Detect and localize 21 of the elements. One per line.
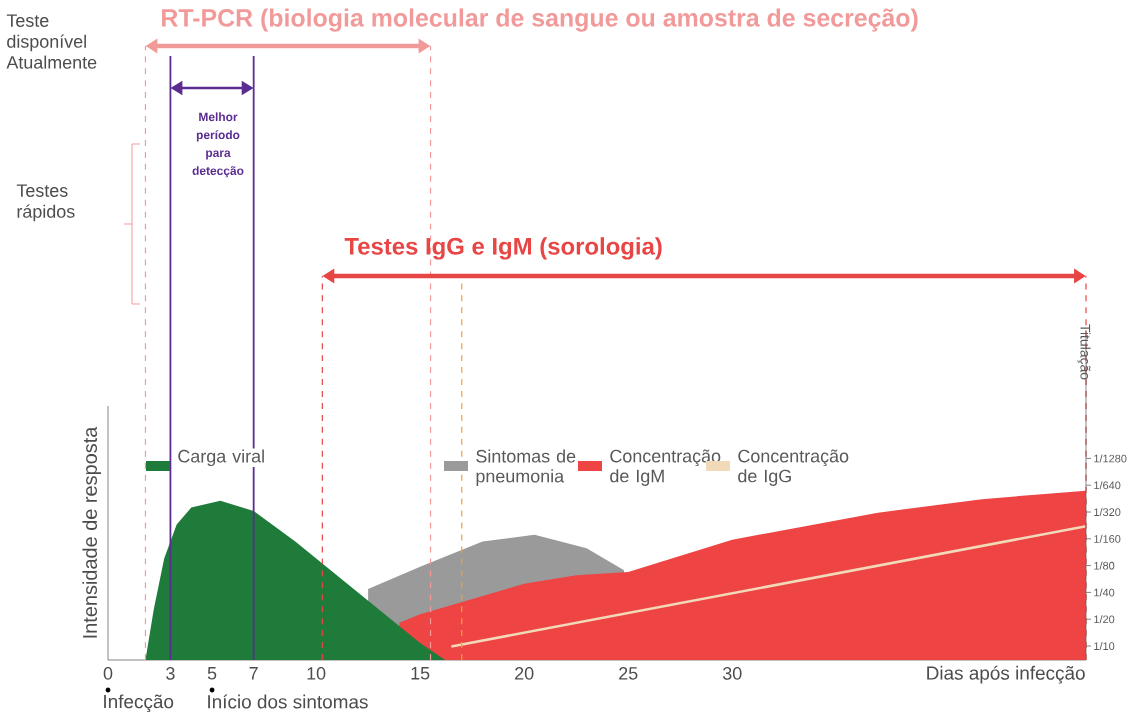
text: Testes IgG e IgM (sorologia) <box>344 237 662 260</box>
x-tick-label: 30 <box>722 667 742 680</box>
legend-label: Concentração de IgM <box>610 449 721 486</box>
text: Infecção <box>104 694 174 713</box>
legend-label: Carga viral <box>178 449 264 467</box>
x-tick-label: 10 <box>307 667 326 680</box>
x-axis-title: Dias após infecção <box>927 665 1085 684</box>
x-tick-label: 20 <box>515 667 534 680</box>
text: Testes rápidos <box>16 184 75 222</box>
legend-label: Sintomas de pneumonia <box>476 449 576 487</box>
x-tick-label: 3 <box>166 667 175 680</box>
x-tick-label: 7 <box>249 667 258 680</box>
x-tick-label: 0 <box>103 667 113 680</box>
text: Início dos sintomas <box>208 694 368 709</box>
x-tick-label: 15 <box>411 667 430 680</box>
text: RT-PCR (biologia molecular de sangue ou amostra de secreção) <box>162 8 918 32</box>
x-tick-label: 5 <box>207 667 217 680</box>
y-axis-title: Intensidade de resposta <box>82 426 101 638</box>
legend-label: Concentração de IgG <box>738 449 849 486</box>
x-tick-label: 25 <box>619 667 638 680</box>
text: Teste disponível Atualmente <box>6 14 97 69</box>
